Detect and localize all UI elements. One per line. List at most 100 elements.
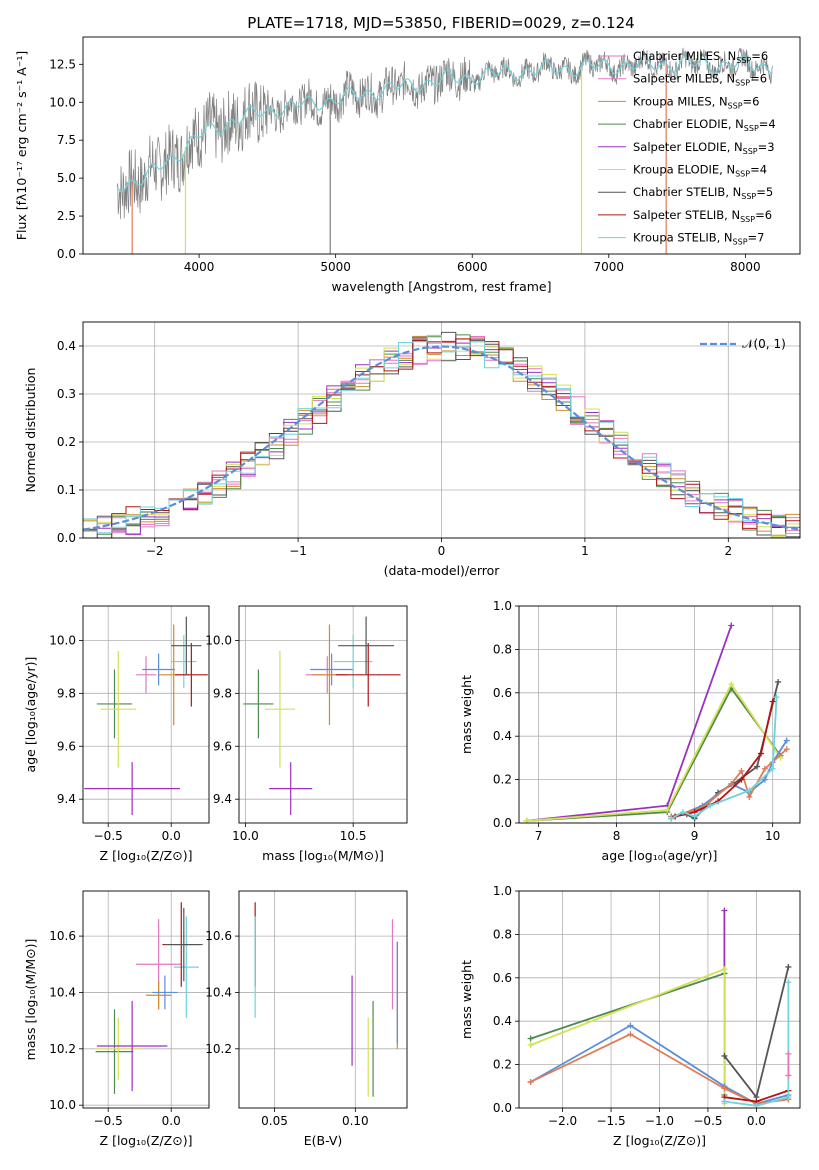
axes-frame (82, 890, 210, 1109)
legend-label-5: Salpeter ELODIE, NSSP=3 (633, 140, 775, 156)
weight-marker (728, 681, 735, 688)
weight-marker (527, 1078, 534, 1085)
y-tick-label: 2.5 (57, 209, 76, 223)
x-tick-label: 0.0 (162, 1114, 181, 1128)
weight-marker (785, 963, 792, 970)
gaussian-curve (83, 345, 800, 531)
weight-marker (783, 746, 790, 753)
y-tick-label: 10.0 (49, 95, 76, 109)
y-tick-label: 0.3 (57, 387, 76, 401)
y-axis-label: mass weight (459, 960, 474, 1039)
weight-marker (757, 750, 764, 757)
y-tick-label: 7.5 (57, 133, 76, 147)
x-tick-label: 10.0 (232, 829, 259, 843)
plot-area (84, 616, 208, 816)
legend-label-8: Salpeter STELIB, NSSP=6 (633, 208, 772, 224)
x-tick-label: 0.0 (747, 1114, 766, 1128)
x-axis-label: Z [log₁₀(Z/Z⊙)] (613, 1133, 706, 1148)
panel-5: 7 8 9 10 0.0 0.2 0.4 0.6 0.8 1.0 age [log₁₀(age/yr… (459, 599, 801, 863)
y-tick-label: 10.6 (49, 929, 76, 943)
axes-frame (238, 890, 408, 1109)
legend-label-7: Chabrier STELIB, NSSP=5 (633, 185, 773, 201)
x-tick-label: 0.10 (342, 1114, 369, 1128)
y-axis-label: mass weight (459, 675, 474, 754)
weight-marker (761, 776, 768, 783)
y-tick-label: 0.2 (57, 435, 76, 449)
weight-marker (728, 780, 735, 787)
y-axis-label: age [log₁₀(age/yr)] (23, 657, 38, 773)
y-tick-label: 0.0 (57, 531, 76, 545)
y-tick-label: 0.0 (493, 1101, 512, 1115)
y-tick-label: 1.0 (493, 884, 512, 898)
weight-marker (738, 767, 745, 774)
y-tick-label: 0.8 (493, 927, 512, 941)
y-tick-label: 10.2 (205, 1042, 232, 1056)
weight-marker (728, 622, 735, 629)
weight-marker (527, 1035, 534, 1042)
x-tick-label: 10.5 (340, 829, 367, 843)
axes-frame (518, 605, 801, 824)
y-tick-label: 12.5 (49, 57, 76, 71)
x-tick-label: 7000 (594, 260, 625, 274)
x-axis-label: Z [log₁₀(Z/Z⊙)] (100, 848, 193, 863)
plot-area (254, 902, 398, 1097)
weight-marker (679, 809, 686, 816)
y-tick-label: 10.0 (49, 1098, 76, 1112)
y-tick-label: 9.6 (57, 739, 76, 753)
weight-marker (664, 806, 671, 813)
legend-label-2: Salpeter MILES, NSSP=6 (633, 72, 767, 88)
y-tick-label: 10.0 (205, 633, 232, 647)
x-axis-label: (data-model)/error (384, 563, 501, 578)
weight-marker (721, 907, 728, 914)
figure-title: PLATE=1718, MJD=53850, FIBERID=0029, z=0… (247, 14, 634, 32)
y-tick-label: 0.4 (57, 339, 76, 353)
y-tick-label: 9.8 (57, 686, 76, 700)
y-tick-label: 10.4 (205, 985, 232, 999)
y-axis-label: mass [log₁₀(M/M⊙)] (23, 939, 38, 1061)
y-axis-label: Flux [fλ10⁻¹⁷ erg cm⁻² s⁻¹ A⁻¹] (14, 51, 29, 240)
x-tick-label: −1.0 (645, 1114, 674, 1128)
x-tick-label: −1.5 (596, 1114, 625, 1128)
y-tick-label: 9.4 (213, 792, 232, 806)
y-tick-label: 0.6 (493, 686, 512, 700)
weight-marker (627, 1022, 634, 1029)
weight-marker (721, 1052, 728, 1059)
weight-marker (746, 787, 753, 794)
plot-area (116, 47, 774, 254)
legend-label-3: Kroupa MILES, NSSP=6 (633, 94, 759, 110)
legend-label-1: Chabrier MILES, NSSP=6 (633, 49, 768, 65)
panel-1: 4000 5000 6000 7000 8000 0.0 2.5 5.0 7.5 10.0 12.5… (14, 36, 801, 294)
weight-marker (785, 1050, 792, 1057)
weight-marker (746, 793, 753, 800)
spectrum-legend: Chabrier MILES, NSSP=6 Salpeter MILES, NS… (598, 49, 776, 247)
panel-8: −2.0 −1.5 −1.0 −0.5 0.0 0.0 0.2 0.4 0.6 0.8 1.0 Z [… (459, 884, 801, 1148)
legend-label-9: Kroupa STELIB, NSSP=7 (633, 231, 764, 247)
plot-area (243, 616, 401, 816)
x-axis-label: mass [log₁₀(M/M⊙)] (262, 848, 384, 863)
x-tick-label: 6000 (457, 260, 488, 274)
weight-marker (721, 1098, 728, 1105)
y-tick-label: 5.0 (57, 171, 76, 185)
y-tick-label: 0.0 (57, 247, 76, 261)
weight-marker (668, 815, 675, 822)
weight-marker (761, 765, 768, 772)
weight-marker (785, 1072, 792, 1079)
x-tick-label: 1 (581, 544, 589, 558)
y-tick-label: 0.8 (493, 642, 512, 656)
y-tick-label: 9.4 (57, 792, 76, 806)
plot-area (523, 622, 790, 823)
plot-area (95, 902, 203, 1094)
histogram-series-6 (83, 338, 800, 537)
weight-series-8 (724, 982, 790, 1107)
weight-series-3 (526, 682, 782, 822)
x-tick-label: 10 (765, 829, 780, 843)
y-tick-label: 10.2 (49, 1042, 76, 1056)
y-tick-label: 0.2 (493, 773, 512, 787)
y-axis-label: Normed distribution (23, 368, 38, 493)
weight-series-8 (670, 697, 778, 820)
weight-marker (785, 1094, 792, 1101)
weight-marker (627, 1031, 634, 1038)
x-tick-label: 0.05 (261, 1114, 288, 1128)
weight-marker (783, 737, 790, 744)
